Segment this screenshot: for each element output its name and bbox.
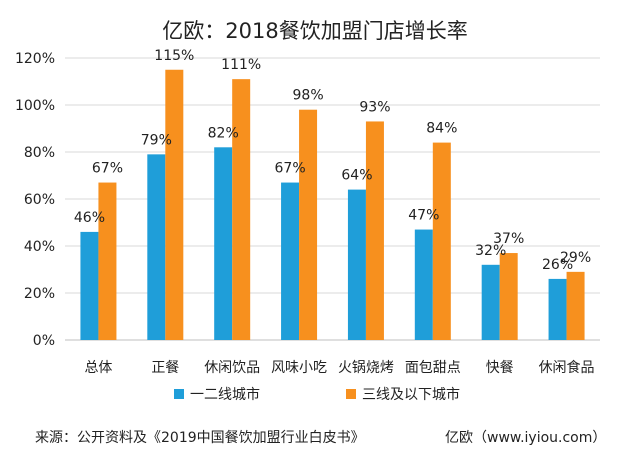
bar: [548, 278, 567, 340]
bar: [347, 189, 366, 340]
bar: [214, 147, 233, 340]
data-label: 26%: [542, 257, 573, 273]
bar: [299, 109, 318, 340]
y-tick-label: 40%: [24, 239, 55, 255]
bar: [165, 69, 184, 340]
bar: [499, 253, 518, 340]
y-axis-ticks: 0% 20% 40% 60% 80% 100% 120%: [15, 51, 55, 349]
bar: [281, 182, 300, 340]
data-label: 115%: [154, 48, 194, 64]
legend-label: 一二线城市: [190, 387, 260, 403]
bar: [98, 182, 117, 340]
y-tick-label: 80%: [24, 145, 55, 161]
bars: [80, 69, 585, 341]
x-tick-label: 火锅烧烤: [338, 360, 394, 376]
y-tick-label: 20%: [24, 286, 55, 302]
x-tick-label: 休闲饮品: [204, 360, 260, 376]
brand-note: 亿欧（www.iyiou.com）: [445, 430, 607, 446]
x-tick-label: 快餐: [486, 360, 514, 376]
bar: [481, 264, 500, 340]
data-label: 47%: [408, 208, 439, 224]
data-label: 67%: [275, 161, 306, 177]
chart-title: 亿欧：2018餐饮加盟门店增长率: [162, 19, 467, 43]
x-tick-label: 休闲食品: [539, 359, 595, 376]
data-label: 84%: [426, 121, 457, 137]
gridlines: [65, 57, 600, 341]
source-note: 来源：公开资料及《2019中国餐饮加盟行业白皮书》: [35, 430, 365, 446]
legend-item-tier12: 一二线城市: [174, 384, 260, 404]
data-label: 79%: [141, 132, 172, 148]
data-label: 111%: [221, 57, 261, 73]
bar: [232, 79, 251, 341]
y-tick-label: 60%: [24, 192, 55, 208]
data-label: 98%: [293, 88, 324, 104]
data-labels: 46% 67% 79% 115% 82% 111% 67% 98% 64% 93% 47% 84% 32…: [74, 48, 591, 273]
x-axis-ticks: 总体 正餐 休闲饮品 风味小吃 火锅烧烤 面包甜点 快餐 休闲食品: [84, 359, 594, 376]
data-label: 46%: [74, 210, 105, 226]
data-label: 82%: [208, 125, 239, 141]
bar: [147, 154, 166, 340]
bar: [414, 229, 433, 340]
bar: [432, 142, 451, 340]
x-tick-label: 正餐: [151, 360, 179, 376]
bar: [566, 271, 585, 340]
legend: 一二线城市 三线及以下城市: [0, 384, 630, 406]
data-label: 29%: [560, 250, 591, 266]
x-tick-label: 总体: [84, 360, 112, 376]
bar: [80, 231, 99, 340]
legend-label: 三线及以下城市: [362, 387, 460, 403]
data-label: 64%: [341, 168, 372, 184]
legend-swatch: [346, 389, 356, 399]
y-tick-label: 100%: [15, 98, 55, 114]
data-label: 93%: [359, 99, 390, 115]
bar: [365, 121, 384, 340]
data-label: 32%: [475, 243, 506, 259]
legend-swatch: [174, 389, 184, 399]
x-tick-label: 风味小吃: [271, 360, 327, 376]
data-label: 37%: [493, 231, 524, 247]
legend-item-tier3: 三线及以下城市: [346, 384, 460, 404]
y-tick-label: 0%: [33, 333, 55, 349]
data-label: 67%: [92, 161, 123, 177]
y-tick-label: 120%: [15, 51, 55, 67]
x-tick-label: 面包甜点: [405, 360, 461, 376]
